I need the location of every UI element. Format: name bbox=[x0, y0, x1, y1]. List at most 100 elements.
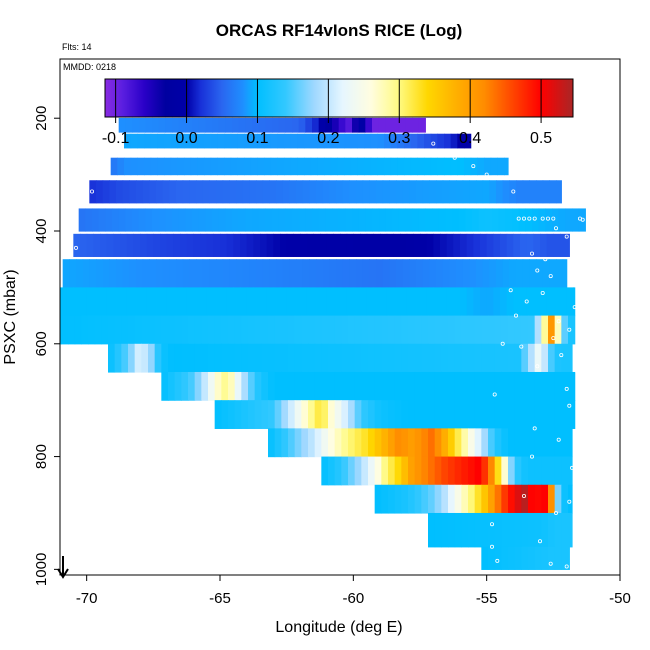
heat-cell bbox=[210, 157, 218, 176]
heat-cell bbox=[181, 371, 189, 401]
heat-cell bbox=[405, 117, 413, 133]
heat-cell bbox=[578, 208, 586, 232]
heat-cell bbox=[540, 287, 548, 317]
heat-cell bbox=[174, 371, 182, 401]
heat-cell bbox=[474, 315, 482, 345]
heat-cell bbox=[441, 315, 449, 345]
heat-cell bbox=[370, 157, 378, 176]
heat-cell bbox=[328, 315, 336, 345]
heat-cell bbox=[196, 259, 204, 288]
heat-cell bbox=[454, 456, 462, 486]
heat-cell bbox=[505, 208, 513, 232]
colorbar-tick-label: 0.2 bbox=[317, 130, 339, 147]
heat-cell bbox=[288, 343, 296, 373]
heat-cell bbox=[305, 117, 313, 133]
heat-cell bbox=[406, 233, 414, 257]
heat-cell bbox=[354, 343, 362, 373]
heat-cell bbox=[168, 371, 176, 401]
heat-cell bbox=[274, 400, 282, 429]
heat-cell bbox=[309, 180, 317, 204]
heat-cell bbox=[508, 484, 516, 514]
heat-cell bbox=[398, 208, 406, 232]
heat-cell bbox=[258, 208, 266, 232]
heat-cell bbox=[146, 233, 154, 257]
heat-cell bbox=[434, 400, 442, 429]
heat-cell bbox=[408, 315, 416, 345]
heat-cell bbox=[520, 287, 528, 317]
heat-cell bbox=[494, 546, 502, 570]
heat-cell bbox=[468, 428, 476, 458]
heat-cell bbox=[434, 512, 442, 548]
heat-cell bbox=[380, 287, 388, 317]
heat-cell bbox=[162, 259, 170, 288]
track-marker bbox=[551, 216, 556, 221]
heat-cell bbox=[270, 133, 278, 149]
heat-cell bbox=[312, 208, 320, 232]
heat-cell bbox=[210, 133, 218, 149]
heat-cell bbox=[161, 371, 169, 401]
heat-cell bbox=[234, 400, 242, 429]
heat-cell bbox=[494, 484, 502, 514]
heat-cell bbox=[474, 456, 482, 486]
heat-cell bbox=[548, 371, 556, 401]
y-tick-label: 600 bbox=[33, 331, 50, 356]
heat-cell bbox=[356, 180, 364, 204]
heat-cell bbox=[272, 208, 280, 232]
heat-cell bbox=[96, 180, 104, 204]
heat-cell bbox=[308, 400, 316, 429]
heat-cell bbox=[170, 157, 178, 176]
heat-cell bbox=[366, 287, 374, 317]
heat-cell bbox=[200, 233, 208, 257]
heat-cell bbox=[330, 133, 338, 149]
track-marker bbox=[489, 522, 494, 527]
heat-cell bbox=[192, 208, 200, 232]
heat-cell bbox=[424, 157, 432, 176]
heat-cell bbox=[261, 343, 269, 373]
heat-cell bbox=[154, 315, 162, 345]
heat-cell bbox=[568, 371, 576, 401]
heat-cell bbox=[406, 287, 414, 317]
heat-cell bbox=[294, 343, 302, 373]
track-marker bbox=[514, 313, 519, 318]
flights-note: Flts: 14 bbox=[62, 42, 92, 52]
heat-cell bbox=[277, 133, 285, 149]
heat-cell bbox=[333, 233, 341, 257]
heat-cell bbox=[501, 400, 509, 429]
heat-cell bbox=[337, 133, 345, 149]
heat-cell bbox=[414, 400, 422, 429]
heat-cell bbox=[418, 208, 426, 232]
heat-cell bbox=[201, 343, 209, 373]
heat-cell bbox=[73, 287, 81, 317]
heat-cell bbox=[314, 428, 322, 458]
heat-cell bbox=[426, 233, 434, 257]
heat-cell bbox=[100, 233, 108, 257]
heat-cell bbox=[414, 456, 422, 486]
heat-cell bbox=[202, 180, 210, 204]
heat-cell bbox=[374, 456, 382, 486]
heat-cell bbox=[445, 208, 453, 232]
heat-cell bbox=[534, 456, 542, 486]
heat-cell bbox=[246, 233, 254, 257]
heat-cell bbox=[454, 512, 462, 548]
heat-cell bbox=[420, 287, 428, 317]
heat-cell bbox=[293, 287, 301, 317]
heat-cell bbox=[250, 133, 258, 149]
heat-cell bbox=[141, 315, 149, 345]
heat-cell bbox=[541, 512, 549, 548]
heat-cell bbox=[201, 315, 209, 345]
track-marker bbox=[564, 234, 569, 239]
heat-cell bbox=[386, 287, 394, 317]
heat-cell bbox=[556, 259, 564, 288]
heat-cell bbox=[561, 512, 569, 548]
heat-cell bbox=[197, 133, 205, 149]
heat-cell bbox=[252, 117, 260, 133]
heat-cell bbox=[134, 343, 142, 373]
heat-cell bbox=[560, 233, 568, 257]
heat-cell bbox=[448, 315, 456, 345]
heat-cell bbox=[422, 259, 430, 288]
heat-cell bbox=[184, 133, 192, 149]
heat-cell bbox=[381, 371, 389, 401]
heat-cell bbox=[266, 287, 274, 317]
heat-cell bbox=[160, 287, 168, 317]
heat-cell bbox=[528, 400, 536, 429]
